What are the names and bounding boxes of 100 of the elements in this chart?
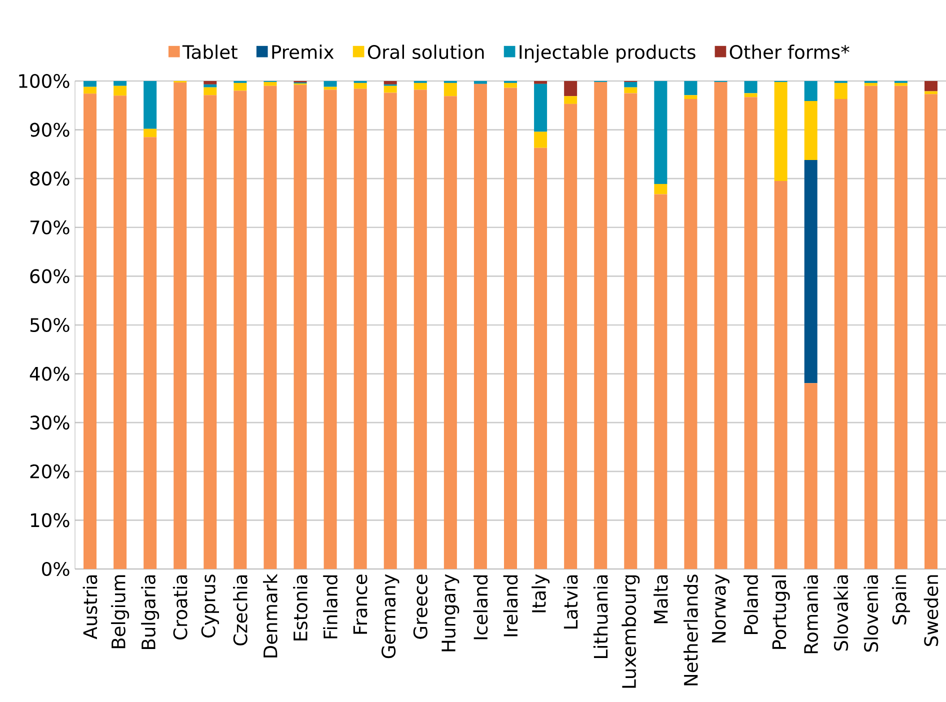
x-tick-label: Belgium xyxy=(111,575,130,648)
x-tick-label: Estonia xyxy=(293,575,308,640)
bar xyxy=(804,383,818,569)
bar xyxy=(384,92,397,569)
bar xyxy=(624,82,638,88)
bar xyxy=(804,160,818,384)
bar xyxy=(84,94,97,569)
x-tick-label: Hungary xyxy=(442,574,460,652)
x-tick-label: Slovakia xyxy=(834,575,848,651)
y-tick-label: 30% xyxy=(30,416,70,430)
bar xyxy=(624,87,638,94)
x-tick-label: Cyprus xyxy=(201,574,219,638)
x-tick-label: Romania xyxy=(804,575,818,654)
legend-label: Injectable products xyxy=(520,44,696,63)
x-tick-label: Netherlands xyxy=(684,574,698,686)
bar xyxy=(924,80,938,92)
bar xyxy=(204,84,217,88)
bar xyxy=(744,80,758,94)
bar xyxy=(294,84,307,569)
legend-label: Tablet xyxy=(182,44,238,60)
x-tick-label: Lithuania xyxy=(593,575,608,658)
bar xyxy=(804,101,818,160)
bar xyxy=(354,88,367,569)
bar xyxy=(384,86,397,93)
bar xyxy=(384,80,397,84)
bar xyxy=(564,96,578,104)
x-tick-label: Norway xyxy=(712,574,730,642)
bar xyxy=(324,90,337,569)
bar xyxy=(324,86,337,90)
bar xyxy=(654,80,668,184)
bar xyxy=(144,80,157,129)
y-tick-label: 20% xyxy=(30,464,70,478)
bar xyxy=(894,86,908,569)
y-tick-label: 60% xyxy=(30,269,70,284)
bar xyxy=(264,86,277,569)
bar xyxy=(894,82,908,86)
bar xyxy=(654,184,668,194)
bar xyxy=(84,86,97,94)
x-tick-label: Sweden xyxy=(924,575,938,646)
y-tick-label: 0% xyxy=(42,562,70,576)
bar xyxy=(474,84,487,569)
y-tick-label: 10% xyxy=(31,513,70,528)
bar xyxy=(774,181,788,569)
x-tick-label: Portugal xyxy=(772,575,790,649)
x-tick-label: Spain xyxy=(892,575,910,624)
bar xyxy=(144,128,157,138)
y-tick-label: 90% xyxy=(30,122,70,137)
x-tick-label: Poland xyxy=(744,575,758,634)
bar xyxy=(684,80,698,96)
bar xyxy=(684,95,698,100)
bar xyxy=(474,80,487,84)
x-tick-label: Latvia xyxy=(563,575,578,628)
legend-label: Other forms* xyxy=(730,44,850,60)
bar xyxy=(924,91,938,94)
x-tick-label: Austria xyxy=(82,575,98,640)
bar xyxy=(414,82,427,90)
x-tick-label: Malta xyxy=(653,575,668,624)
bar xyxy=(534,80,548,84)
bar xyxy=(654,194,668,569)
legend-label: Oral solution xyxy=(368,44,484,60)
y-tick-label: 100% xyxy=(19,74,70,88)
bar xyxy=(564,104,578,569)
bar xyxy=(534,132,548,148)
bar xyxy=(744,97,758,569)
x-tick-label: Iceland xyxy=(473,575,488,640)
bar xyxy=(114,80,127,86)
bar xyxy=(234,90,247,569)
bar xyxy=(834,99,848,569)
bar xyxy=(414,90,427,569)
bar xyxy=(684,99,698,569)
bar xyxy=(774,82,788,182)
bar xyxy=(864,82,878,86)
bar xyxy=(504,82,518,88)
bar xyxy=(924,94,938,569)
bar xyxy=(264,82,277,86)
bar xyxy=(714,82,728,569)
x-tick-label: Denmark xyxy=(263,574,278,658)
bar xyxy=(864,86,878,569)
bar xyxy=(144,137,157,569)
bar xyxy=(204,95,217,569)
bar xyxy=(564,80,578,96)
x-tick-label: Czechia xyxy=(233,575,248,646)
bar xyxy=(444,82,457,96)
bar xyxy=(834,82,848,100)
x-tick-label: Finland xyxy=(323,575,338,638)
bar xyxy=(114,96,127,569)
y-tick-label: 50% xyxy=(30,318,70,332)
bar xyxy=(204,80,217,84)
legend-label: Premix xyxy=(272,44,334,60)
x-tick-label: Slovenia xyxy=(864,575,878,652)
x-tick-label: Greece xyxy=(413,574,428,639)
bar xyxy=(534,84,548,132)
x-tick-label: Germany xyxy=(382,574,400,658)
bar xyxy=(534,148,548,569)
y-tick-label: 80% xyxy=(30,172,70,186)
x-tick-label: France xyxy=(353,574,368,634)
bar xyxy=(204,87,217,96)
bar xyxy=(324,80,337,87)
bar xyxy=(504,88,518,569)
bar xyxy=(594,82,608,569)
